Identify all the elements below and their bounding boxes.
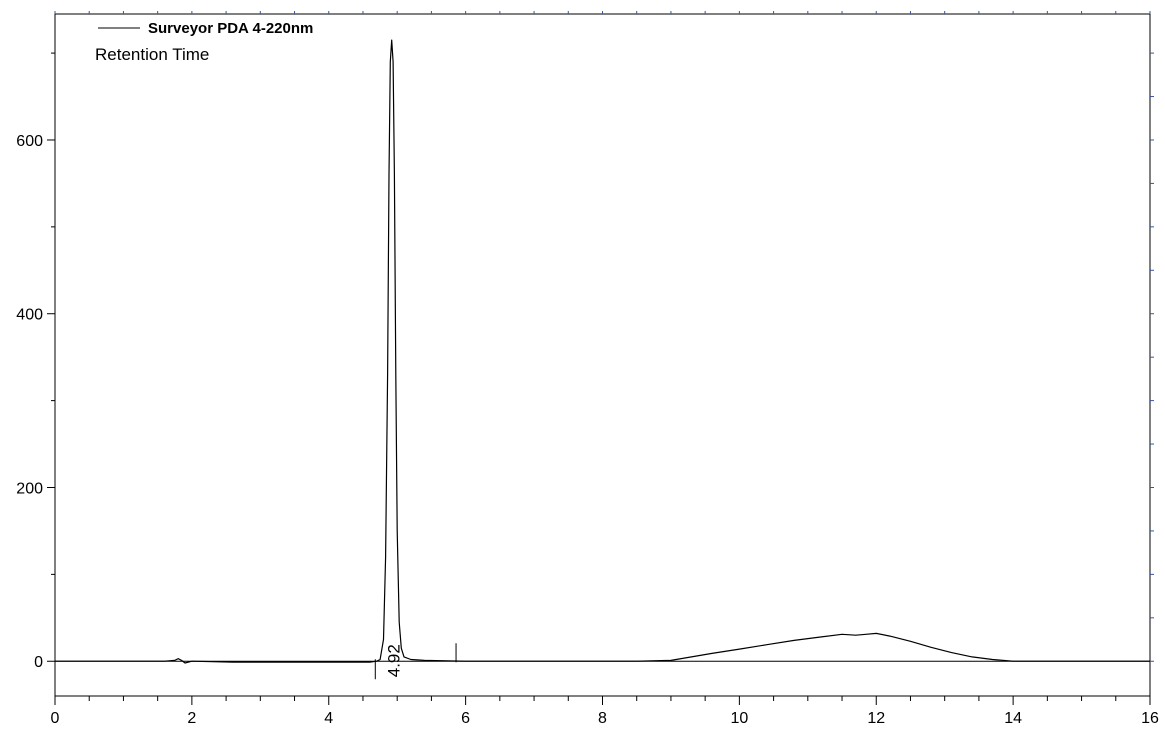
y-axis-labels: 0 200 400 600 <box>16 133 43 671</box>
x-tick-label: 2 <box>187 710 196 727</box>
y-tick-label: 200 <box>16 480 43 497</box>
legend-series-name: Surveyor PDA 4-220nm <box>148 20 313 37</box>
x-tick-label: 6 <box>461 710 470 727</box>
x-axis-labels: 0 2 4 6 8 10 12 14 16 <box>51 710 1159 727</box>
legend: Surveyor PDA 4-220nm Retention Time <box>95 20 313 64</box>
legend-subtitle: Retention Time <box>95 45 209 64</box>
y-tick-label: 600 <box>16 133 43 150</box>
x-tick-label: 12 <box>867 710 885 727</box>
integration-markers <box>374 643 457 680</box>
y-tick-label: 400 <box>16 307 43 324</box>
plot-frame <box>54 13 1151 697</box>
plot-border <box>54 13 1151 697</box>
series-layer <box>55 39 1150 664</box>
peak-rt-label: 4.92 <box>385 644 404 677</box>
x-tick-label: 14 <box>1004 710 1022 727</box>
x-tick-label: 10 <box>730 710 748 727</box>
x-tick-label: 16 <box>1141 710 1159 727</box>
y-axis-ticks <box>47 52 1154 662</box>
peak-labels: 4.92 <box>385 644 404 677</box>
x-tick-label: 8 <box>598 710 607 727</box>
y-tick-label: 0 <box>34 654 43 671</box>
x-axis-ticks <box>54 11 1151 705</box>
x-tick-label: 0 <box>51 710 60 727</box>
x-tick-label: 4 <box>324 710 333 727</box>
series-line <box>55 39 1150 664</box>
